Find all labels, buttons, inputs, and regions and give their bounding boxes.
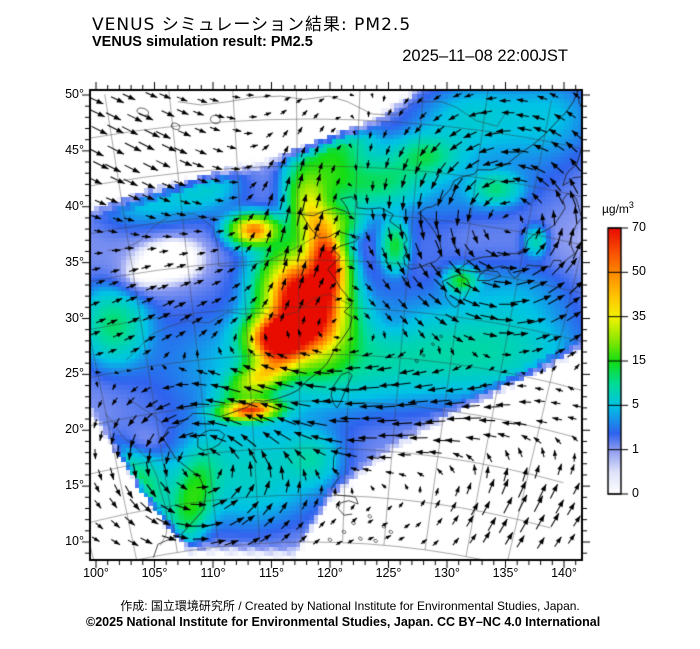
x-axis-label: 135° [492, 566, 519, 580]
y-axis-label: 40° [65, 198, 84, 213]
colorbar-tick-label: 70 [632, 220, 646, 234]
x-axis-label: 140° [551, 566, 577, 580]
footer-license: ©2025 National Institute for Environment… [86, 615, 601, 629]
timestamp: 2025–11–08 22:00JST [402, 47, 568, 65]
y-axis-label: 10° [65, 534, 84, 548]
x-axis-label: 100° [83, 566, 109, 580]
y-axis-label: 35° [65, 254, 84, 269]
colorbar-tick-label: 15 [632, 353, 646, 367]
x-axis-label: 125° [375, 566, 402, 580]
y-axis-label: 45° [65, 142, 84, 157]
colorbar-tick-label: 0 [632, 486, 639, 500]
colorbar-tick-label: 50 [632, 264, 646, 279]
x-axis-label: 130° [434, 566, 460, 580]
colorbar-tick-label: 35 [632, 308, 646, 323]
y-axis-label: 20° [65, 422, 84, 437]
x-axis-label: 110° [200, 566, 226, 580]
x-axis-label: 105° [141, 566, 168, 580]
colorbar-tick-label: 5 [632, 397, 639, 412]
y-axis-label: 50° [65, 87, 84, 101]
colorbar-unit-label: µg/m3 [602, 200, 634, 216]
x-axis-label: 115° [259, 566, 284, 580]
colorbar-tick-label: 1 [632, 441, 639, 456]
y-axis-label: 25° [65, 366, 84, 381]
x-axis-label: 120° [317, 566, 343, 580]
y-axis-label: 15° [65, 478, 84, 493]
title-japanese: VENUS シミュレーション結果: PM2.5 [92, 15, 412, 35]
y-axis-label: 30° [65, 310, 84, 325]
footer-credit: 作成: 国立環境研究所 / Created by National Instit… [120, 599, 580, 613]
title-english: VENUS simulation result: PM2.5 [92, 34, 313, 50]
